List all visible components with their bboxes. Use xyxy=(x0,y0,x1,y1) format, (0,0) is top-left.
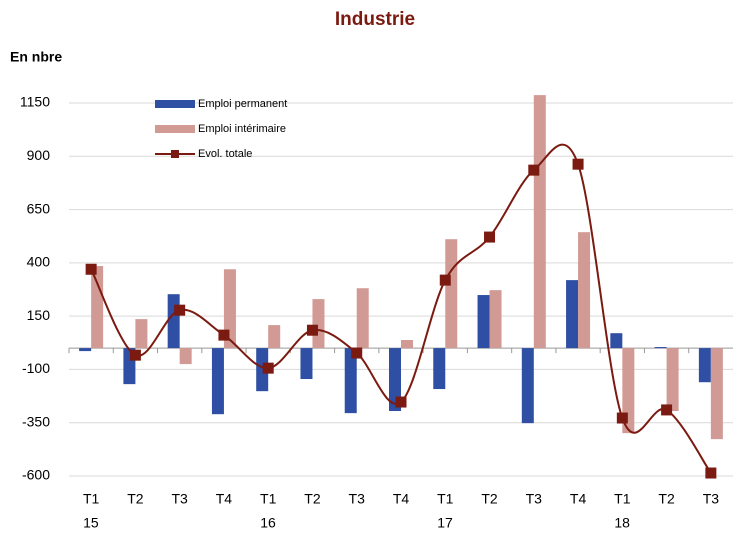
legend-label: Emploi intérimaire xyxy=(198,123,286,135)
bar xyxy=(666,348,679,411)
marker xyxy=(262,362,274,374)
bar xyxy=(389,348,401,411)
marker xyxy=(528,164,540,176)
bar xyxy=(79,348,92,352)
bar xyxy=(179,348,192,365)
bar xyxy=(211,348,224,415)
bar xyxy=(477,295,490,349)
bar xyxy=(344,348,357,414)
x-tick-label: T3 xyxy=(703,491,720,507)
bar xyxy=(356,288,369,349)
bar xyxy=(123,348,136,385)
y-axis-label: En nbre xyxy=(10,49,62,65)
x-tick-label: T2 xyxy=(127,491,144,507)
legend-swatch xyxy=(171,150,179,158)
bar xyxy=(533,95,546,349)
legend-label: Emploi permanent xyxy=(198,98,287,110)
marker xyxy=(306,324,318,336)
bar xyxy=(401,340,413,349)
x-tick-label: T4 xyxy=(216,491,233,507)
bar xyxy=(698,348,711,383)
marker xyxy=(174,304,186,316)
bar xyxy=(223,269,236,349)
marker xyxy=(661,404,673,416)
chart-title: Industrie xyxy=(335,9,415,30)
x-group-label: 16 xyxy=(260,515,276,531)
x-tick-label: T4 xyxy=(393,491,410,507)
marker xyxy=(85,263,97,275)
x-group-label: 17 xyxy=(437,515,453,531)
y-tick-label: 1150 xyxy=(20,94,50,110)
marker xyxy=(439,274,451,286)
bar xyxy=(622,348,635,434)
bar xyxy=(610,333,623,349)
x-tick-label: T2 xyxy=(658,491,675,507)
y-tick-label: -100 xyxy=(22,360,50,376)
y-tick-label: 900 xyxy=(27,147,51,163)
marker xyxy=(351,347,363,359)
x-tick-label: T2 xyxy=(304,491,321,507)
bar xyxy=(256,348,269,392)
bar xyxy=(566,280,579,349)
bar xyxy=(167,294,180,349)
x-tick-label: T4 xyxy=(570,491,587,507)
bar xyxy=(433,348,446,390)
bar xyxy=(135,319,148,349)
y-tick-label: 400 xyxy=(27,254,51,270)
marker xyxy=(218,329,230,341)
marker xyxy=(395,396,407,408)
y-tick-label: -350 xyxy=(22,413,50,429)
legend-label: Evol. totale xyxy=(198,148,252,160)
bar xyxy=(654,347,667,349)
bar xyxy=(300,348,313,380)
bar xyxy=(91,266,104,349)
legend-swatch xyxy=(155,100,195,108)
x-tick-label: T3 xyxy=(349,491,366,507)
bar xyxy=(489,290,502,349)
y-tick-label: -600 xyxy=(22,467,50,483)
bar xyxy=(445,239,458,349)
y-tick-label: 150 xyxy=(27,307,51,323)
x-tick-label: T1 xyxy=(614,491,631,507)
x-group-label: 18 xyxy=(614,515,630,531)
bar xyxy=(578,232,591,349)
x-tick-label: T1 xyxy=(83,491,100,507)
bar xyxy=(521,348,534,424)
x-tick-label: T2 xyxy=(481,491,498,507)
bar xyxy=(268,325,281,349)
bar xyxy=(312,299,325,349)
x-tick-label: T3 xyxy=(526,491,543,507)
marker xyxy=(572,158,584,170)
x-tick-label: T3 xyxy=(171,491,188,507)
legend-swatch xyxy=(155,125,195,133)
marker xyxy=(705,467,717,479)
x-tick-label: T1 xyxy=(260,491,277,507)
x-group-label: 15 xyxy=(83,515,99,531)
marker xyxy=(616,412,628,424)
marker xyxy=(484,231,496,243)
x-tick-label: T1 xyxy=(437,491,454,507)
marker xyxy=(129,349,141,361)
line xyxy=(90,143,712,474)
y-tick-label: 650 xyxy=(27,200,51,216)
bar xyxy=(710,348,723,440)
